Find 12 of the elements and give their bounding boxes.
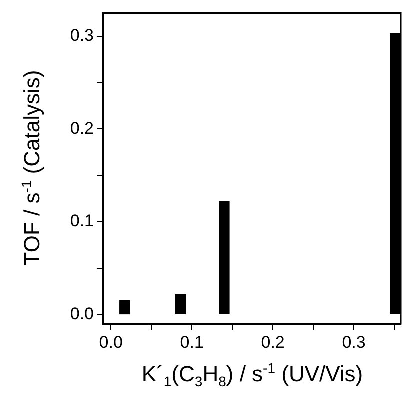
y-tick-label: 0.2 [70,118,94,138]
y-tick-label: 0.1 [70,212,94,231]
x-tick-label: 0.2 [261,332,285,352]
bar [175,294,186,315]
x-tick-label: 0.3 [342,332,366,352]
y-tick-label: 0.3 [70,26,94,46]
bar [120,300,130,315]
text: K´$_{1}$(C$_{3}$H$_{8}$) / s$^{-1}$ (UV/Vis) [142,360,364,390]
x-tick-label: 0.1 [180,332,204,352]
y-tick-label: 0.0 [70,304,94,324]
x-tick-label: 0.0 [99,332,123,352]
bar [219,201,230,315]
